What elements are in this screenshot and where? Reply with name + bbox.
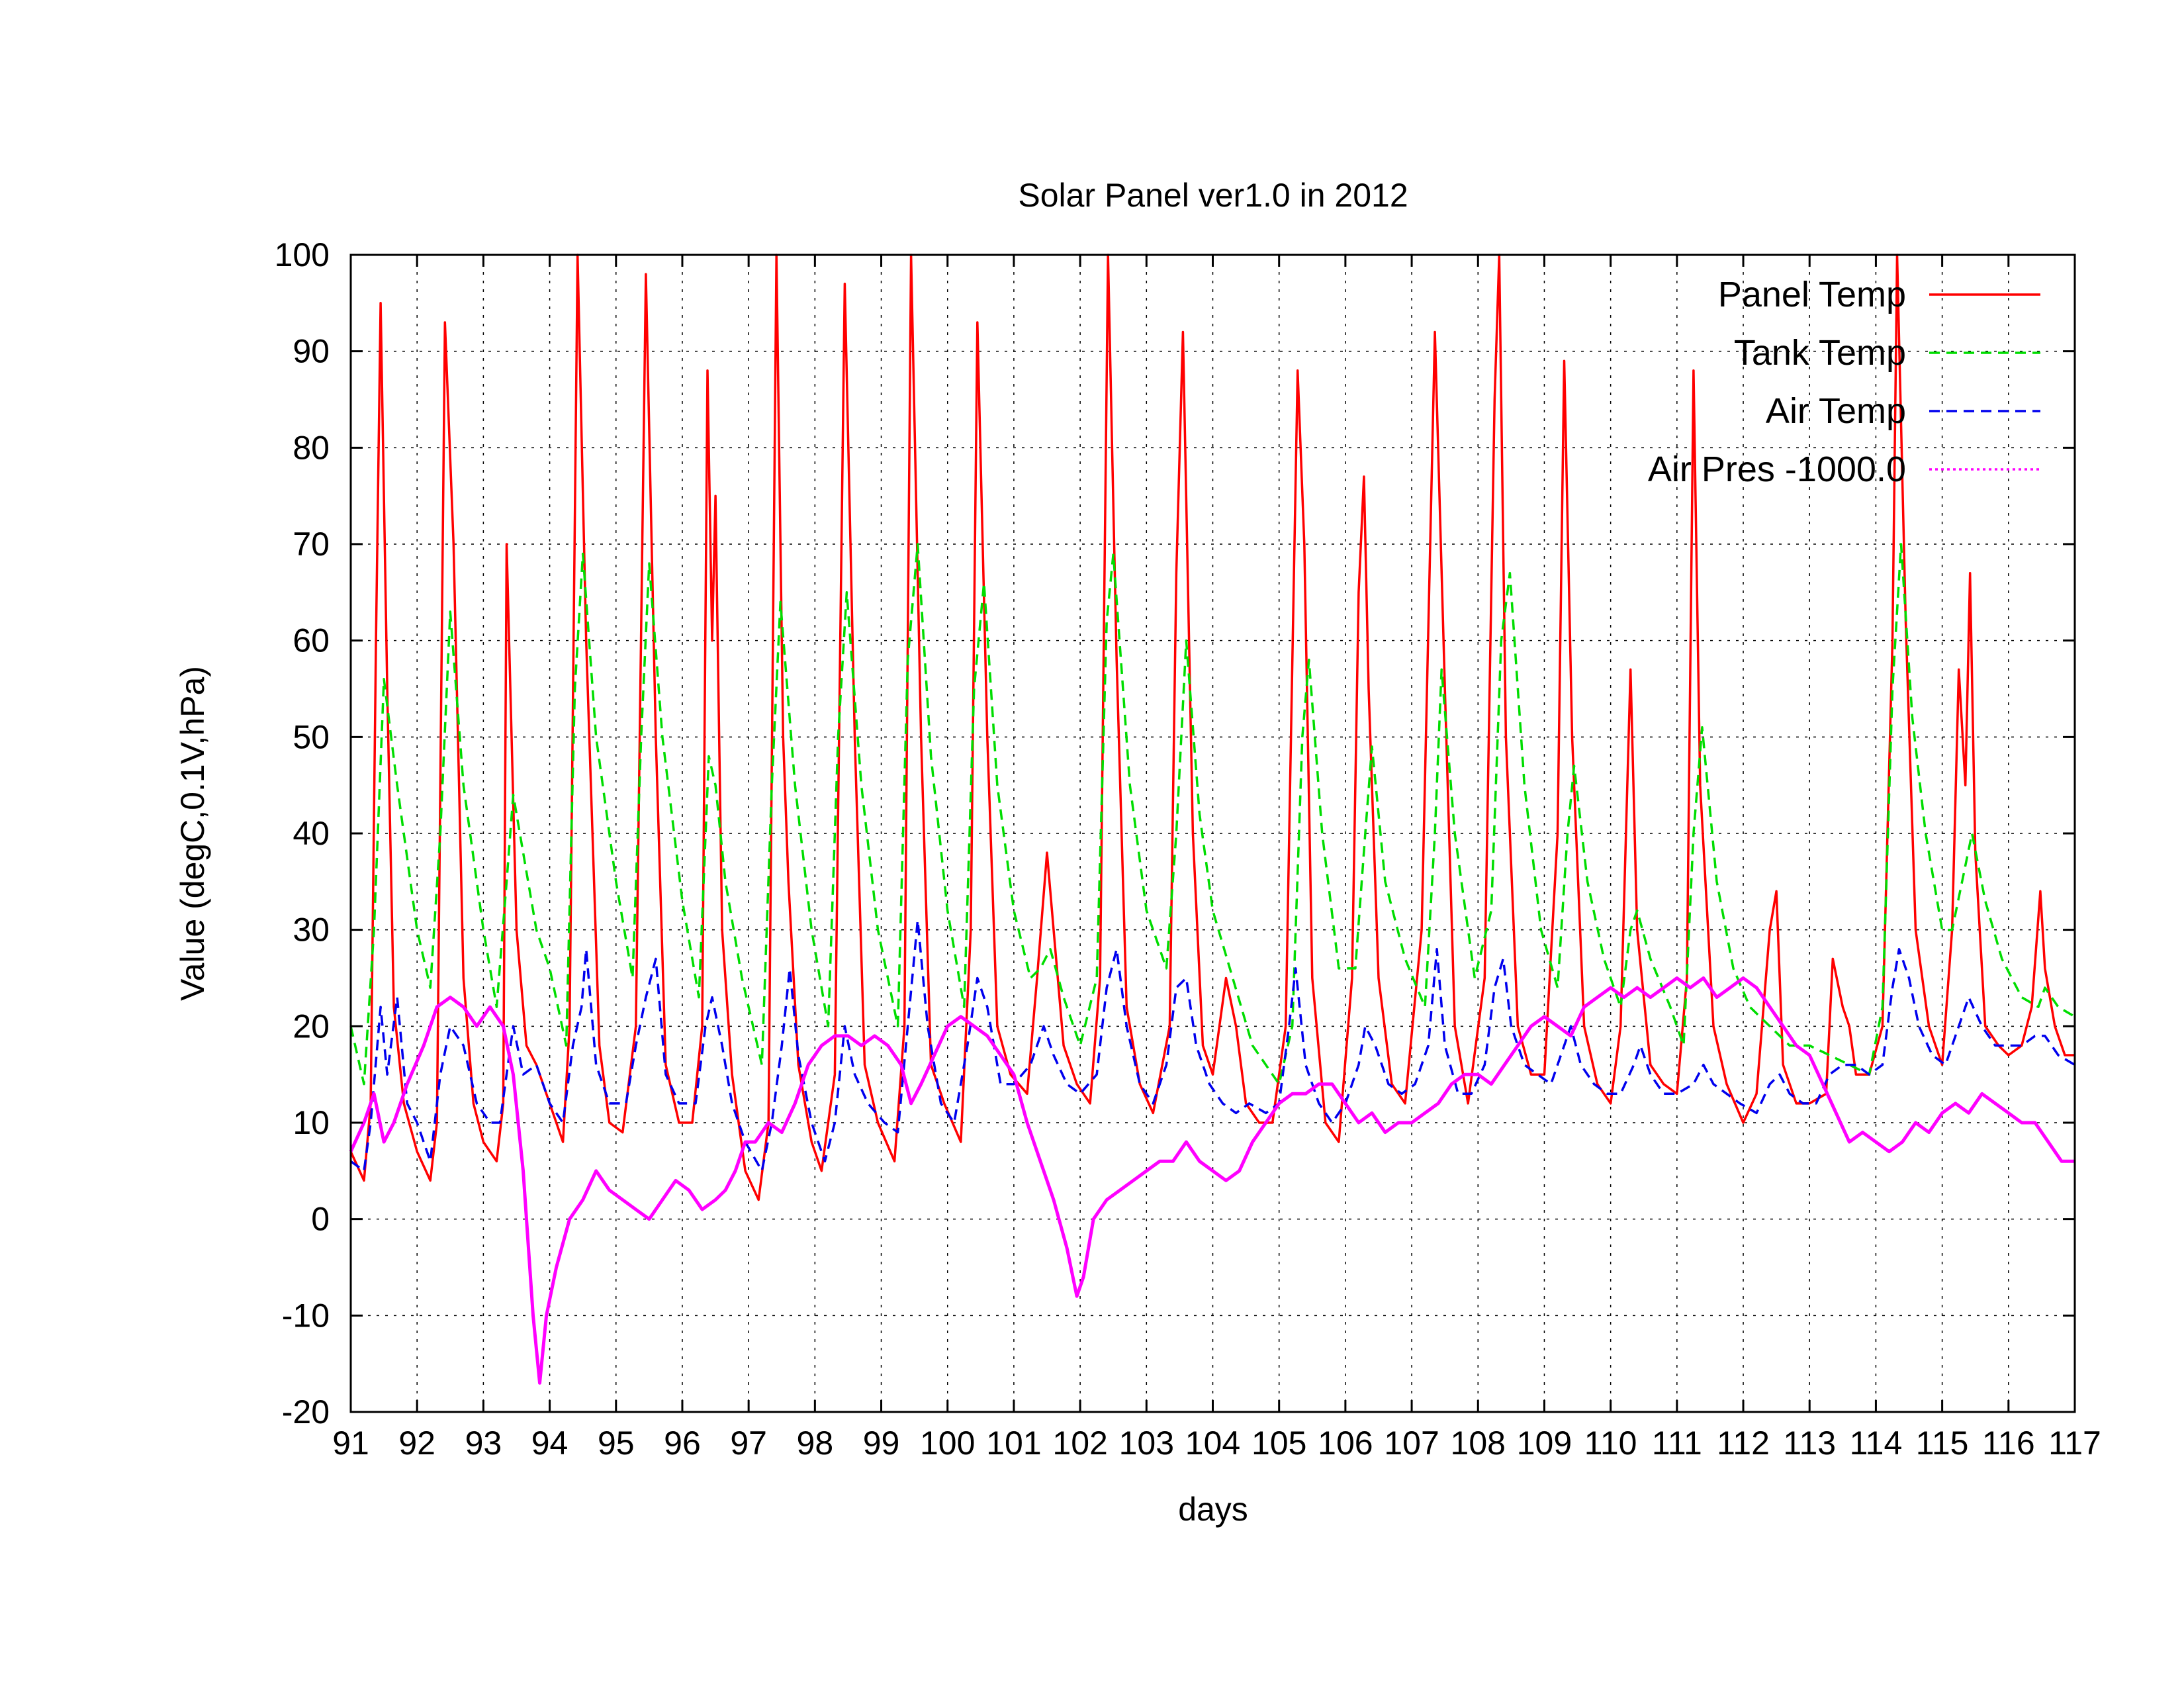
x-tick-label: 115 [1916, 1425, 1969, 1462]
x-tick-label: 103 [1119, 1425, 1174, 1462]
y-tick-label: 70 [293, 526, 330, 563]
y-tick-label: 30 [293, 912, 330, 949]
y-tick-label: -10 [282, 1297, 330, 1334]
x-tick-label: 97 [730, 1425, 767, 1462]
x-tick-label: 105 [1251, 1425, 1306, 1462]
x-tick-label: 100 [920, 1425, 975, 1462]
y-axis-label: Value (degC,0.1V,hPa) [174, 666, 211, 1001]
series-line-tank-temp [349, 543, 2075, 1086]
y-tick-label: 90 [293, 333, 330, 370]
y-tick-label: 10 [293, 1104, 330, 1141]
x-tick-label: 110 [1584, 1425, 1637, 1462]
x-tick-label: 108 [1451, 1425, 1506, 1462]
x-tick-label: 116 [1982, 1425, 2035, 1462]
x-tick-label: 112 [1717, 1425, 1770, 1462]
x-tick-label: 114 [1850, 1425, 1903, 1462]
series-line-air-pres-1000-0 [349, 976, 2075, 1385]
y-tick-label: -20 [282, 1393, 330, 1430]
x-tick-label: 101 [986, 1425, 1041, 1462]
x-tick-label: 104 [1185, 1425, 1240, 1462]
y-tick-label: 60 [293, 622, 330, 659]
y-tick-label: 20 [293, 1008, 330, 1045]
y-tick-label: 50 [293, 718, 330, 755]
y-tick-label: 100 [275, 236, 330, 273]
chart-title: Solar Panel ver1.0 in 2012 [1018, 177, 1408, 214]
x-tick-label: 109 [1517, 1425, 1572, 1462]
x-tick-label: 99 [863, 1425, 900, 1462]
x-tick-label: 92 [398, 1425, 435, 1462]
series-line-air-temp [349, 919, 2075, 1172]
y-tick-label: 0 [311, 1201, 330, 1238]
series-layer [349, 254, 2075, 1385]
x-tick-label: 91 [332, 1425, 369, 1462]
y-axis-ticks: -20 -10 0 10 20 30 40 50 60 70 80 90 100 [275, 236, 2075, 1430]
legend-label: Panel Temp [1718, 275, 1906, 314]
x-axis-label: days [1178, 1491, 1248, 1528]
series-line-panel-temp [349, 254, 2075, 1201]
x-tick-label: 98 [797, 1425, 834, 1462]
x-tick-label: 107 [1384, 1425, 1439, 1462]
x-tick-label: 94 [531, 1425, 569, 1462]
x-tick-label: 106 [1318, 1425, 1373, 1462]
x-axis-ticks: 91 92 93 94 95 96 97 98 99 100 101 102 103 104 105 106 1… [332, 255, 2101, 1462]
x-tick-label: 117 [2048, 1425, 2101, 1462]
x-tick-label: 111 [1652, 1425, 1702, 1462]
x-tick-label: 102 [1052, 1425, 1107, 1462]
legend-label: Air Temp [1766, 391, 1906, 431]
x-tick-label: 113 [1783, 1425, 1836, 1462]
x-tick-label: 95 [598, 1425, 635, 1462]
grid [351, 255, 2075, 1412]
legend-label: Air Pres -1000.0 [1648, 449, 1906, 489]
y-tick-label: 80 [293, 429, 330, 466]
y-tick-label: 40 [293, 815, 330, 852]
legend: Panel Temp Tank Temp Air Temp Air Pres -100… [1648, 275, 2040, 489]
x-tick-label: 96 [664, 1425, 701, 1462]
x-tick-label: 93 [465, 1425, 502, 1462]
legend-label: Tank Temp [1734, 333, 1906, 373]
